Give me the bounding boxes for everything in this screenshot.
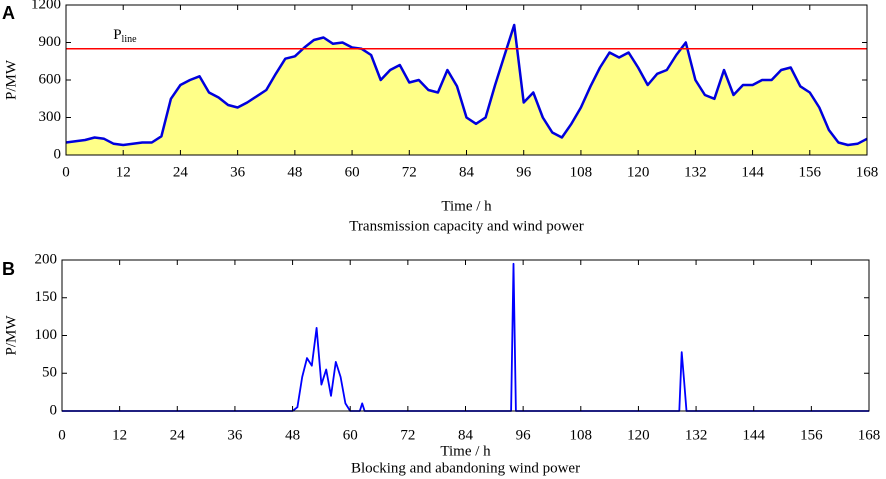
x-tick-label: 144 xyxy=(742,427,765,443)
x-tick-label: 12 xyxy=(112,427,127,443)
x-tick-label: 48 xyxy=(285,427,300,443)
x-tick-label: 84 xyxy=(459,164,475,180)
x-tick-label: 60 xyxy=(345,164,360,180)
area xyxy=(66,25,867,155)
y-tick-label: 900 xyxy=(39,34,62,50)
line xyxy=(65,23,868,147)
panel-label: B xyxy=(2,259,15,279)
x-tick-label: 132 xyxy=(684,164,707,180)
y-axis-label: P/MW xyxy=(3,315,19,356)
plot-frame xyxy=(61,259,870,412)
y-tick-label: 1200 xyxy=(31,0,61,12)
x-tick-label: 0 xyxy=(58,427,66,443)
x-tick-label: 108 xyxy=(570,427,593,443)
x-tick-label: 132 xyxy=(685,427,708,443)
x-tick-label: 108 xyxy=(570,164,593,180)
x-tick-label: 12 xyxy=(116,164,131,180)
chart-title: Transmission capacity and wind power xyxy=(349,218,583,234)
y-tick-label: 150 xyxy=(35,289,58,305)
capacity-label-sub: line xyxy=(122,34,138,45)
x-tick-label: 0 xyxy=(62,164,70,180)
capacity-label-main: P xyxy=(113,27,121,43)
x-tick-label: 120 xyxy=(627,427,650,443)
x-axis-label: Time / h xyxy=(440,443,491,459)
x-tick-label: 24 xyxy=(170,427,186,443)
y-tick-label: 600 xyxy=(39,71,62,87)
x-tick-label: 84 xyxy=(458,427,474,443)
x-tick-label: 156 xyxy=(800,427,823,443)
y-axis-label: P/MW xyxy=(3,59,19,100)
x-tick-label: 156 xyxy=(799,164,822,180)
x-tick-label: 96 xyxy=(516,164,532,180)
x-tick-label: 144 xyxy=(741,164,764,180)
y-tick-label: 50 xyxy=(42,365,57,381)
y-tick-label: 100 xyxy=(35,327,58,343)
x-tick-label: 48 xyxy=(287,164,302,180)
line xyxy=(62,262,869,412)
y-tick-label: 0 xyxy=(54,146,62,162)
x-tick-label: 168 xyxy=(858,427,881,443)
y-tick-label: 0 xyxy=(50,402,58,418)
x-tick-label: 60 xyxy=(343,427,358,443)
chart-title: Blocking and abandoning wind power xyxy=(351,460,580,476)
x-tick-label: 72 xyxy=(400,427,415,443)
x-tick-label: 72 xyxy=(402,164,417,180)
panel-label: A xyxy=(2,3,15,23)
x-tick-label: 120 xyxy=(627,164,650,180)
x-axis-label: Time / h xyxy=(441,198,492,214)
x-tick-label: 24 xyxy=(173,164,189,180)
y-tick-label: 300 xyxy=(39,109,62,125)
capacity-label: Pline xyxy=(113,27,137,45)
x-tick-label: 168 xyxy=(856,164,879,180)
x-tick-label: 36 xyxy=(230,164,246,180)
x-tick-label: 96 xyxy=(516,427,532,443)
x-tick-label: 36 xyxy=(227,427,243,443)
y-tick-label: 200 xyxy=(35,251,58,267)
